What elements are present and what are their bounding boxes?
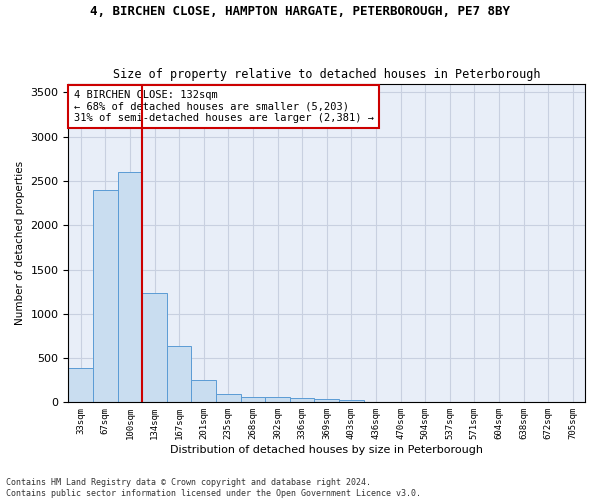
Bar — [142, 292, 167, 403]
Bar — [265, 398, 290, 402]
Bar — [167, 346, 191, 403]
Text: Contains HM Land Registry data © Crown copyright and database right 2024.
Contai: Contains HM Land Registry data © Crown c… — [6, 478, 421, 498]
Bar — [191, 380, 216, 402]
Y-axis label: Number of detached properties: Number of detached properties — [15, 161, 25, 325]
Title: Size of property relative to detached houses in Peterborough: Size of property relative to detached ho… — [113, 68, 541, 81]
Bar — [241, 397, 265, 402]
Text: 4 BIRCHEN CLOSE: 132sqm
← 68% of detached houses are smaller (5,203)
31% of semi: 4 BIRCHEN CLOSE: 132sqm ← 68% of detache… — [74, 90, 374, 123]
Bar — [290, 398, 314, 402]
Bar — [68, 368, 93, 402]
X-axis label: Distribution of detached houses by size in Peterborough: Distribution of detached houses by size … — [170, 445, 483, 455]
Bar — [216, 394, 241, 402]
Text: 4, BIRCHEN CLOSE, HAMPTON HARGATE, PETERBOROUGH, PE7 8BY: 4, BIRCHEN CLOSE, HAMPTON HARGATE, PETER… — [90, 5, 510, 18]
Bar — [314, 399, 339, 402]
Bar — [93, 190, 118, 402]
Bar — [118, 172, 142, 402]
Bar — [339, 400, 364, 402]
